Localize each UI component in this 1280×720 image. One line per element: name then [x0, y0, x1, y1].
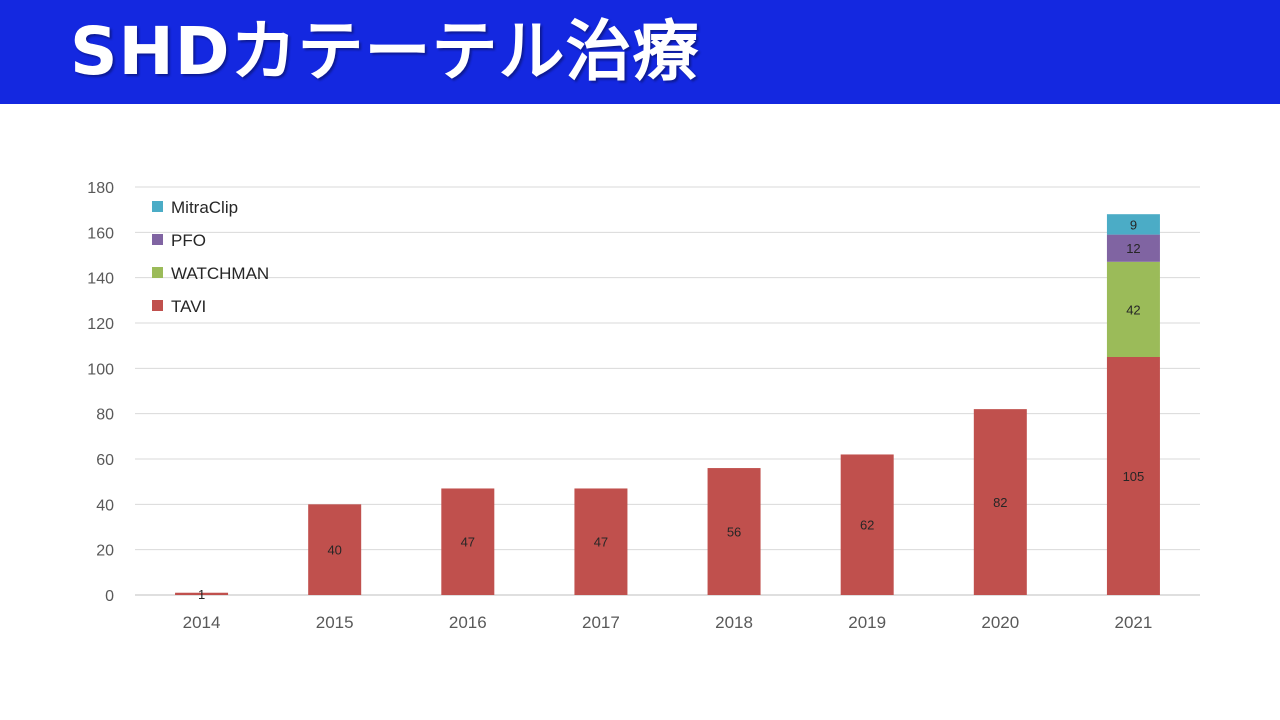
- bar-mitraclip-2021: [1106, 214, 1160, 235]
- data-label: 42: [1126, 302, 1140, 317]
- title-banner: SHDカテーテル治療: [0, 0, 1280, 104]
- bar-tavi-2015: [308, 504, 362, 595]
- data-label: 47: [594, 535, 608, 550]
- bar-tavi-2018: [707, 468, 761, 595]
- bars: [175, 214, 1160, 595]
- y-tick-label: 120: [87, 316, 114, 333]
- x-axis-ticks: 2014 2015 2016 2017 2018 2019 2020 2021: [183, 613, 1153, 632]
- legend-swatch-tavi: [152, 300, 163, 311]
- data-label: 62: [860, 518, 874, 533]
- x-tick-label: 2019: [848, 613, 886, 632]
- bar-tavi-2020: [973, 409, 1027, 595]
- x-tick-label: 2015: [316, 613, 354, 632]
- y-tick-label: 80: [96, 407, 114, 424]
- data-label: 1: [198, 587, 205, 602]
- y-tick-label: 160: [87, 225, 114, 242]
- x-tick-label: 2018: [715, 613, 753, 632]
- gridlines: [135, 186, 1200, 596]
- y-tick-label: 140: [87, 271, 114, 288]
- x-tick-label: 2014: [183, 613, 221, 632]
- legend-swatch-mitraclip: [152, 201, 163, 212]
- legend-label-mitraclip: MitraClip: [171, 198, 238, 217]
- data-label: 47: [461, 535, 475, 550]
- bar-tavi-2014: [175, 592, 229, 595]
- data-labels: 1 40 47 47 56 62 82 105 42 12 9: [198, 217, 1144, 601]
- legend-swatch-watchman: [152, 267, 163, 278]
- bar-watchman-2021: [1106, 261, 1160, 357]
- legend-label-pfo: PFO: [171, 231, 206, 250]
- x-tick-label: 2020: [981, 613, 1019, 632]
- data-label: 56: [727, 525, 741, 540]
- x-tick-label: 2021: [1115, 613, 1153, 632]
- y-tick-label: 180: [87, 180, 114, 197]
- data-label: 40: [327, 543, 341, 558]
- bar-tavi-2016: [441, 488, 495, 595]
- y-axis-ticks: 0 20 40 60 80 100 120 140 160 180: [87, 180, 114, 605]
- data-label: 82: [993, 495, 1007, 510]
- legend-label-watchman: WATCHMAN: [171, 264, 269, 283]
- y-tick-label: 40: [96, 497, 114, 514]
- page-title: SHDカテーテル治療: [70, 13, 700, 90]
- x-tick-label: 2017: [582, 613, 620, 632]
- data-label: 9: [1130, 217, 1137, 232]
- y-tick-label: 60: [96, 452, 114, 469]
- y-tick-label: 0: [105, 588, 114, 605]
- legend-label-tavi: TAVI: [171, 297, 206, 316]
- bar-tavi-2021: [1106, 357, 1160, 595]
- data-label: 105: [1123, 469, 1145, 484]
- x-tick-label: 2016: [449, 613, 487, 632]
- bar-tavi-2017: [574, 488, 628, 595]
- y-tick-label: 20: [96, 543, 114, 560]
- bar-pfo-2021: [1106, 234, 1160, 262]
- legend-swatch-pfo: [152, 234, 163, 245]
- data-label: 12: [1126, 241, 1140, 256]
- bar-tavi-2019: [840, 454, 894, 595]
- legend: MitraClip PFO WATCHMAN TAVI: [152, 198, 269, 316]
- y-tick-label: 100: [87, 361, 114, 378]
